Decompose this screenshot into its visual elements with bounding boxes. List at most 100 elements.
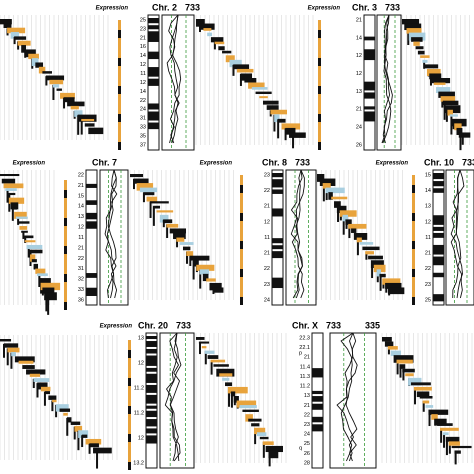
- expression-bar: [362, 246, 380, 251]
- expression-bar: [244, 78, 257, 83]
- expression-bar: [379, 273, 386, 278]
- expression-bar: [285, 127, 296, 135]
- expression-bar: [59, 408, 71, 412]
- expression-bar: [268, 450, 279, 459]
- ideogram-band: [312, 368, 323, 378]
- profile-curve: [104, 169, 117, 299]
- expression-bar: [206, 278, 216, 282]
- expression-bar: [348, 223, 367, 229]
- chromosome-label: Chr. 10: [424, 157, 454, 167]
- profile-curve: [107, 169, 117, 299]
- expression-bar: [44, 391, 51, 395]
- expression-bar: [428, 410, 431, 427]
- expression-bar: [186, 251, 194, 257]
- ideogram-band: [146, 428, 157, 434]
- expression-bar: [192, 260, 195, 280]
- expression-bar: [213, 364, 229, 367]
- expression-bar: [18, 360, 34, 364]
- expression-bar: [382, 337, 392, 342]
- expression-bar: [21, 230, 28, 233]
- expression-bar: [29, 373, 40, 377]
- ideogram-band: [148, 18, 159, 24]
- chromosome-label: Chr. 3: [352, 2, 377, 12]
- band-label: 14: [140, 89, 146, 95]
- band-label: 26: [304, 451, 310, 457]
- band-label: 25: [304, 441, 310, 447]
- band-label: 11.2: [134, 410, 144, 416]
- expression-bar: [199, 23, 215, 30]
- expression-bar: [438, 91, 455, 98]
- ideogram-band: [146, 435, 157, 444]
- expression-bar: [88, 127, 104, 135]
- profile-curve: [166, 14, 179, 144]
- band-label: 13: [425, 204, 431, 210]
- expression-bar: [199, 269, 202, 289]
- ideogram-band: [433, 232, 444, 238]
- band-label: 21: [140, 35, 146, 41]
- expression-column: [64, 190, 67, 198]
- expression-bar: [17, 216, 20, 225]
- expression-bar: [413, 386, 432, 391]
- expression-bar: [146, 196, 158, 202]
- expression-bar: [81, 435, 84, 448]
- expression-bar: [325, 187, 345, 194]
- expression-bar: [44, 292, 57, 301]
- expression-bar: [425, 405, 434, 408]
- expression-column: [412, 269, 415, 277]
- expression-column: [318, 114, 321, 122]
- expression-bar: [262, 100, 279, 105]
- expression-bar: [66, 417, 69, 436]
- expression-bar: [176, 238, 179, 248]
- expression-column: [118, 30, 121, 38]
- expression-bar: [456, 127, 463, 135]
- band-label: 31: [140, 116, 146, 122]
- expression-bar: [28, 53, 39, 60]
- expression-bar: [204, 351, 207, 365]
- band-label: 21: [356, 17, 362, 23]
- profile-box: [161, 14, 195, 151]
- count-label: 733: [326, 320, 341, 330]
- profile-curve: [382, 14, 392, 144]
- band-label: 21: [264, 204, 270, 210]
- expression-bar: [81, 118, 95, 122]
- expression-bar: [442, 100, 459, 106]
- expression-bar: [133, 179, 135, 190]
- expression-bar: [459, 132, 462, 151]
- expression-bar: [43, 391, 46, 406]
- expression-bar: [204, 350, 215, 354]
- expression-bar: [408, 377, 422, 386]
- band-label: 11: [78, 235, 84, 241]
- ideogram-band: [364, 111, 375, 122]
- expression-bar: [328, 192, 333, 200]
- expression-bar: [78, 430, 89, 438]
- expression-bar: [416, 391, 430, 398]
- expression-bar: [336, 205, 347, 214]
- ideogram-band: [272, 208, 283, 217]
- expression-bar: [440, 427, 459, 431]
- expression-bar: [24, 240, 36, 243]
- expression-bar: [365, 251, 374, 255]
- expression-bar: [6, 348, 9, 366]
- expression-bar: [256, 432, 267, 437]
- expression-bar: [31, 259, 37, 263]
- profile-curve: [168, 14, 182, 144]
- expression-column: [128, 434, 131, 442]
- expression-bar: [342, 214, 349, 222]
- expression-bar: [436, 87, 451, 94]
- expression-bar: [445, 105, 448, 122]
- band-label: 21: [264, 251, 270, 257]
- band-label: 11.2: [300, 384, 310, 390]
- ideogram-band: [272, 251, 283, 259]
- expression-bar: [422, 401, 425, 412]
- expression-column: [412, 297, 415, 305]
- band-label: 32: [78, 277, 84, 283]
- expression-bar: [26, 244, 43, 249]
- expression-bar: [440, 96, 456, 102]
- band-label: 11.2: [134, 385, 144, 391]
- expression-bar: [185, 251, 188, 264]
- ideogram-band: [312, 416, 323, 423]
- ideogram-band: [312, 396, 323, 402]
- ideogram-band: [433, 226, 444, 231]
- expression-bar: [248, 418, 262, 422]
